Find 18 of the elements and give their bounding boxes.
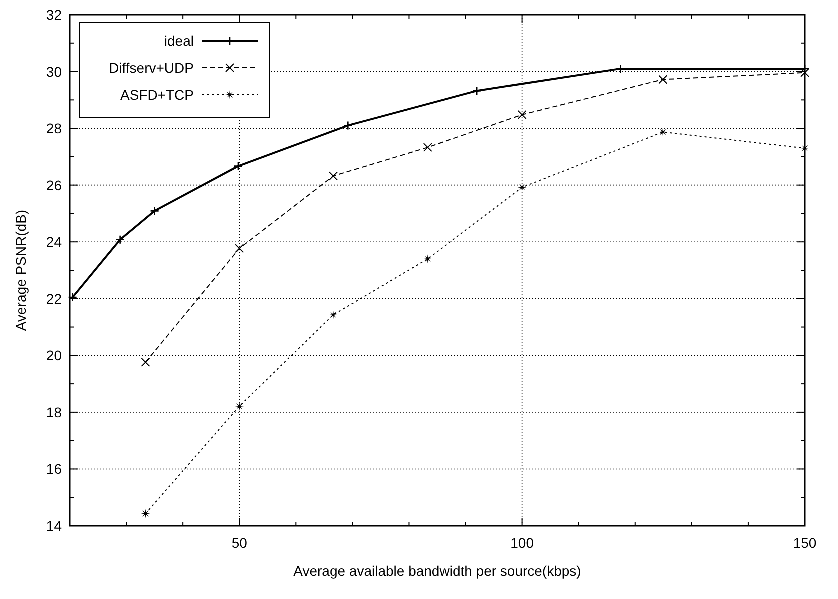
y-tick-label: 18 [46, 404, 62, 420]
x-tick-label: 100 [510, 535, 534, 551]
y-tick-label: 14 [46, 518, 62, 534]
y-tick-label: 30 [46, 64, 62, 80]
y-tick-label: 26 [46, 177, 62, 194]
y-tick-label: 22 [46, 290, 62, 307]
x-tick-label: 150 [793, 535, 817, 551]
legend-label: ideal [164, 33, 194, 49]
y-tick-label: 32 [46, 7, 62, 23]
y-tick-label: 20 [46, 348, 62, 364]
x-axis-title: Average available bandwidth per source(kbps) [294, 563, 582, 579]
y-axis-title: Average PSNR(dB) [13, 210, 29, 332]
legend-label: ASFD+TCP [120, 87, 194, 103]
y-tick-label: 28 [46, 120, 62, 137]
y-tick-label: 16 [46, 461, 62, 478]
legend-label: Diffserv+UDP [109, 60, 194, 76]
x-tick-label: 50 [232, 535, 248, 551]
y-tick-label: 24 [46, 234, 62, 250]
